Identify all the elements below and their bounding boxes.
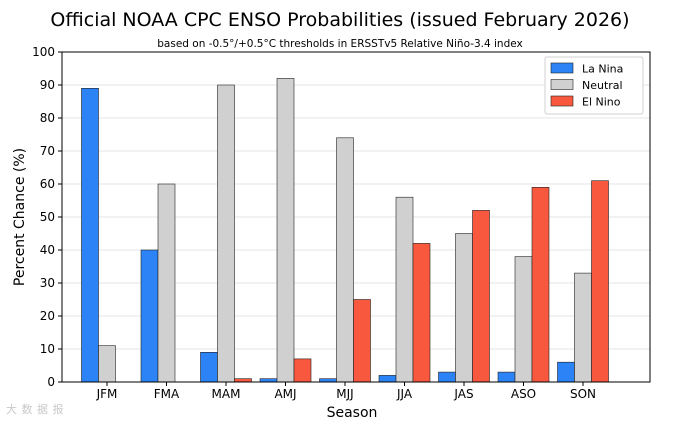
legend-swatch <box>550 62 574 74</box>
bar-neutral-aso <box>514 256 533 383</box>
bar-el-nino-jas <box>472 210 490 383</box>
bar-neutral-fma <box>157 183 176 383</box>
legend-label: Neutral <box>582 79 623 92</box>
watermark: 大 数 据 报 <box>6 403 64 416</box>
legend: La Nina Neutral El Nino <box>544 56 644 115</box>
bar-neutral-mjj <box>336 137 354 383</box>
bars <box>81 78 609 383</box>
x-tick-label: JAS <box>453 387 473 401</box>
y-tick-label: 60 <box>40 177 55 191</box>
y-tick-label: 100 <box>32 45 55 59</box>
bar-neutral-jja <box>395 196 414 383</box>
x-tick-label: AMJ <box>274 387 296 401</box>
bar-la-nina-fma <box>140 249 159 383</box>
legend-swatch <box>550 95 574 107</box>
y-tick-label: 20 <box>40 309 55 323</box>
x-tick-label: FMA <box>154 387 180 401</box>
bar-la-nina-son <box>557 361 575 383</box>
y-tick-label: 90 <box>40 78 55 92</box>
y-tick-label: 40 <box>40 243 55 257</box>
legend-label: La Nina <box>582 63 623 76</box>
bar-neutral-mam <box>217 84 235 383</box>
x-axis-ticks: JFM FMA MAM AMJ MJJ JJA JAS ASO SON <box>96 382 596 401</box>
bar-la-nina-jja <box>378 375 397 383</box>
y-axis-label: Percent Chance (%) <box>12 148 28 286</box>
bar-el-nino-aso <box>531 187 550 383</box>
bar-neutral-jas <box>455 233 473 383</box>
bar-la-nina-mam <box>200 351 218 383</box>
legend-swatch <box>550 79 574 90</box>
x-axis-label: Season <box>327 405 378 421</box>
y-tick-label: 30 <box>40 276 55 290</box>
bar-la-nina-aso <box>497 371 516 383</box>
x-tick-label: JFM <box>96 387 118 401</box>
y-tick-label: 0 <box>47 375 55 389</box>
y-tick-label: 70 <box>40 144 55 158</box>
chart-subtitle: based on -0.5°/+0.5°C thresholds in ERSS… <box>157 38 523 50</box>
bar-el-nino-jja <box>412 243 431 383</box>
y-tick-label: 80 <box>40 111 55 125</box>
x-tick-label: SON <box>570 387 596 401</box>
bar-la-nina-jas <box>438 371 456 383</box>
bar-neutral-jfm <box>98 345 116 383</box>
y-axis-ticks: 0 10 20 30 40 50 60 70 80 90 100 <box>32 45 62 389</box>
x-tick-label: MAM <box>212 387 241 401</box>
bar-la-nina-jfm <box>81 88 99 383</box>
x-tick-label: JJA <box>396 387 413 401</box>
y-tick-label: 10 <box>40 342 55 356</box>
chart-title: Official NOAA CPC ENSO Probabilities (is… <box>50 9 629 31</box>
x-tick-label: MJJ <box>336 387 353 401</box>
y-tick-label: 50 <box>40 210 55 224</box>
legend-label: El Nino <box>582 96 621 109</box>
x-tick-label: ASO <box>511 387 536 401</box>
bar-neutral-amj <box>276 78 295 383</box>
bar-neutral-son <box>574 272 592 383</box>
bar-el-nino-amj <box>293 358 312 383</box>
bar-el-nino-mjj <box>353 299 371 383</box>
bar-el-nino-son <box>591 180 609 383</box>
